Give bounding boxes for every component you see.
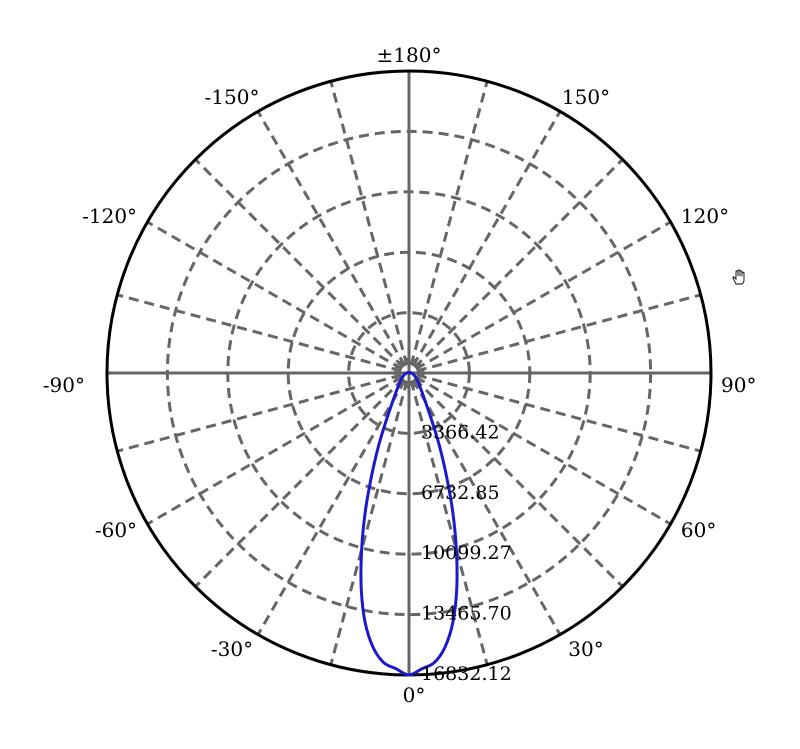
- radial-tick-label: 3366.42: [421, 421, 500, 443]
- grid-spoke: [409, 80, 489, 366]
- grid-spoke: [416, 373, 702, 453]
- grid-spoke: [146, 220, 403, 371]
- angle-label-neg60: -60°: [95, 518, 137, 542]
- grid-spoke: [116, 373, 402, 453]
- angle-label-neg30: -30°: [211, 637, 253, 661]
- angle-label-neg150: -150°: [205, 85, 260, 109]
- grid-spoke: [413, 158, 624, 369]
- angle-label-90: 90°: [721, 373, 756, 397]
- angle-label-180: ±180°: [377, 43, 442, 67]
- grid-spoke: [411, 379, 562, 636]
- grid-spoke: [411, 110, 562, 367]
- radial-tick-label: 10099.27: [421, 542, 512, 564]
- angle-label-60: 60°: [681, 518, 716, 542]
- grid-spoke: [194, 158, 405, 369]
- grid-spoke: [329, 80, 409, 366]
- grid-spoke: [416, 293, 702, 373]
- radial-tick-label: 13465.70: [421, 603, 512, 625]
- grid-spoke: [256, 110, 407, 367]
- grid-spoke: [415, 220, 672, 371]
- angle-label-120: 120°: [681, 204, 729, 228]
- grid-layer: [105, 69, 713, 677]
- series-line-0: [359, 371, 459, 677]
- hand-cursor-icon: [732, 269, 745, 285]
- grid-spoke: [256, 379, 407, 636]
- radial-tick-label: 6732.85: [421, 482, 500, 504]
- angle-label-neg120: -120°: [82, 204, 137, 228]
- label-layer: ±180° 150° 120° 90° 60° 30° 0° -30° -60° -90° -120…: [43, 43, 757, 707]
- angle-label-150: 150°: [562, 85, 610, 109]
- grid-spoke: [194, 377, 405, 588]
- grid-spoke: [146, 375, 403, 526]
- grid-spoke: [329, 380, 409, 666]
- grid-spoke: [415, 375, 672, 526]
- series-layer: [359, 371, 459, 677]
- grid-spoke: [413, 377, 624, 588]
- radial-tick-label: 16832.12: [421, 663, 512, 685]
- angle-label-neg90: -90°: [43, 373, 85, 397]
- angle-label-0: 0°: [403, 683, 426, 707]
- grid-spoke: [116, 293, 402, 373]
- grid-spoke: [409, 380, 489, 666]
- angle-label-30: 30°: [568, 637, 603, 661]
